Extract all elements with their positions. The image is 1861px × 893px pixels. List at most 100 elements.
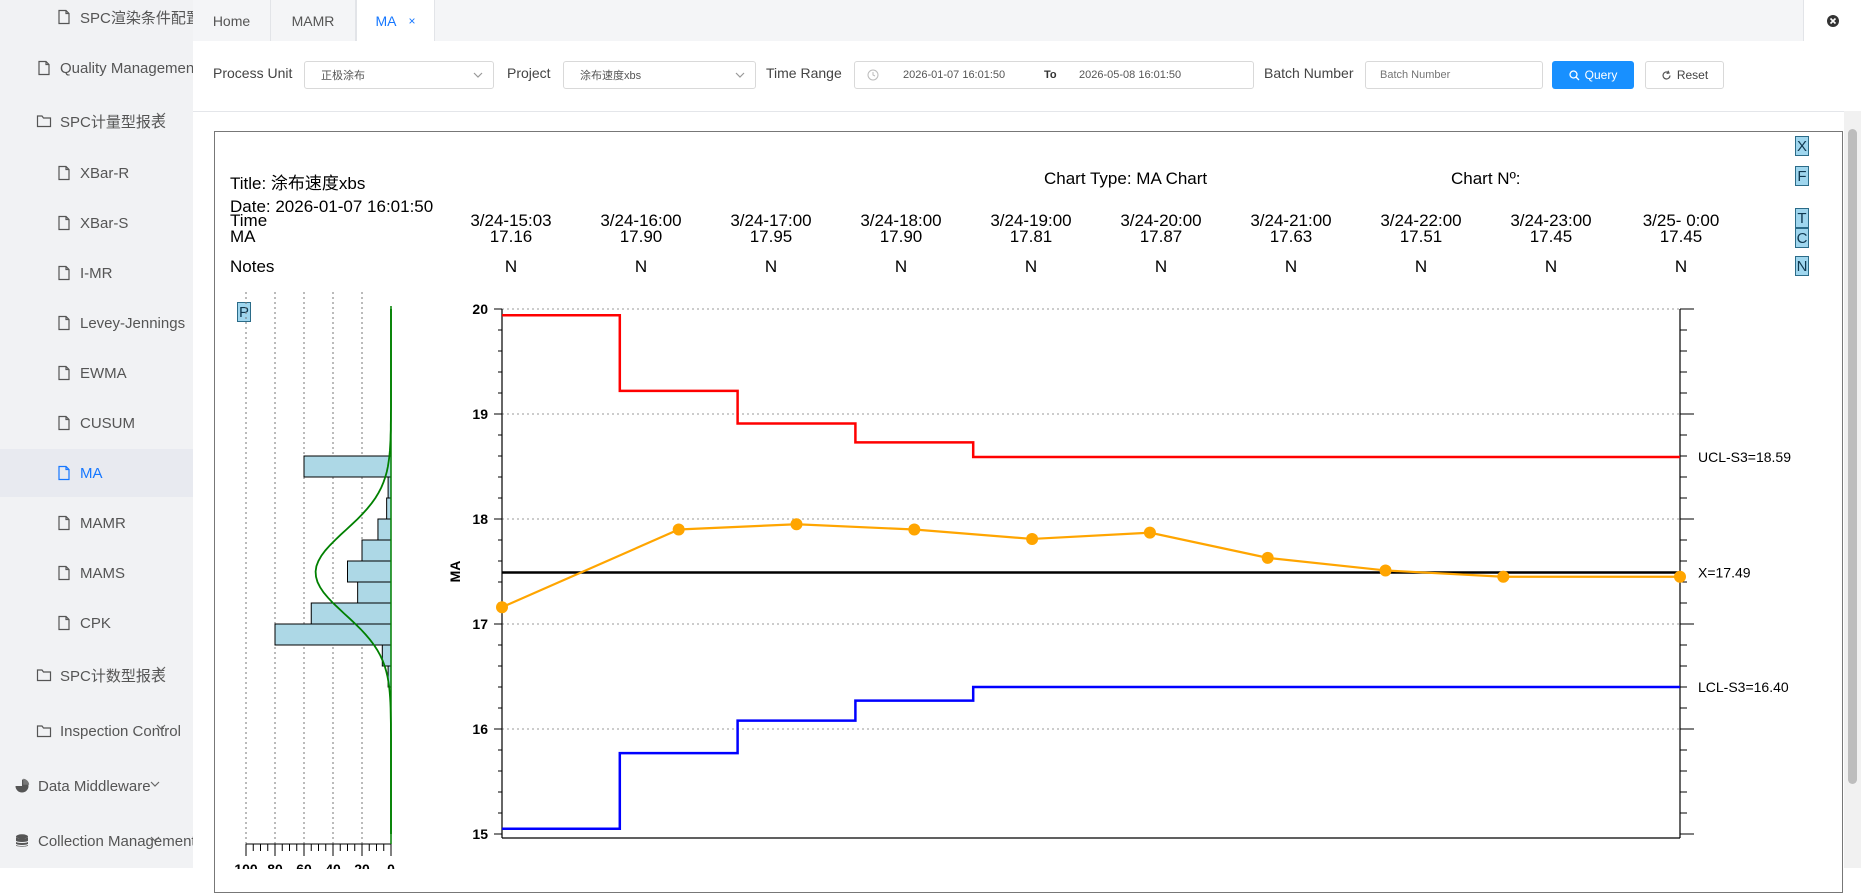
sidebar-item-collection-management[interactable]: Collection Management	[0, 817, 193, 865]
column-note-7: N	[1414, 257, 1428, 276]
column-time-0: 3/24-15:03	[470, 211, 552, 230]
file-icon	[58, 365, 70, 381]
folder-icon	[36, 725, 52, 738]
sidebar-item-label: CUSUM	[80, 414, 135, 432]
sidebar-item-xbar-r[interactable]: XBar-R	[0, 149, 193, 197]
sidebar-item-cpk[interactable]: CPK	[0, 599, 193, 647]
sidebar-item-spc[interactable]: SPC渲染条件配置	[0, 0, 193, 41]
sidebar-item-data-middleware[interactable]: Data Middleware	[0, 762, 193, 810]
column-time-7: 3/24-22:00	[1380, 211, 1462, 230]
column-ma-7: 17.51	[1399, 227, 1443, 246]
column-note-5: N	[1154, 257, 1168, 276]
sidebar-item-label: XBar-R	[80, 164, 130, 182]
sidebar: SPC渲染条件配置 Quality Management I SPC计量型报表 XBa…	[0, 0, 193, 868]
project-label: Project	[507, 65, 551, 81]
lcl-line	[502, 685, 1680, 830]
toggle-t-button[interactable]: T	[1795, 208, 1809, 228]
file-icon	[58, 215, 70, 231]
time-range-picker[interactable]: 2026-01-07 16:01:50 To 2026-05-08 16:01:…	[854, 61, 1254, 89]
scrollbar-thumb[interactable]	[1848, 129, 1857, 784]
column-note-1: N	[634, 257, 648, 276]
project-value: 涂布速度xbs	[580, 70, 642, 82]
file-icon	[58, 315, 70, 331]
chevron-down-icon	[150, 836, 160, 842]
time-start-value[interactable]: 2026-01-07 16:01:50	[903, 69, 1006, 81]
close-icon[interactable]: ×	[408, 14, 416, 28]
folder-icon	[36, 115, 52, 128]
tab-label: Home	[212, 12, 251, 29]
sidebar-item-label: Inspection Control	[60, 722, 181, 740]
file-icon	[58, 9, 70, 25]
reset-label: Reset	[1676, 68, 1709, 82]
tab-mamr[interactable]: MAMR	[271, 0, 356, 41]
toggle-f-button[interactable]: F	[1795, 166, 1809, 186]
limit-annotation: LCL-S3=16.40	[1698, 679, 1789, 695]
file-icon	[58, 415, 70, 431]
ucl-line	[502, 314, 1680, 459]
sidebar-item-mams[interactable]: MAMS	[0, 549, 193, 597]
search-icon	[1569, 69, 1580, 80]
histogram-x-tick-label: 80	[267, 861, 283, 869]
histogram-x-tick-label: 0	[387, 861, 395, 869]
limit-annotation: UCL-S3=18.59	[1698, 449, 1791, 465]
toggle-n-button[interactable]: N	[1795, 256, 1809, 276]
batch-number-input[interactable]	[1365, 61, 1543, 89]
query-button[interactable]: Query	[1552, 61, 1634, 89]
file-icon	[58, 565, 70, 581]
chevron-down-icon	[473, 72, 483, 78]
sidebar-item-ewma[interactable]: EWMA	[0, 349, 193, 397]
sidebar-item-cusum[interactable]: CUSUM	[0, 399, 193, 447]
histogram-x-tick-label: 40	[325, 861, 341, 869]
histogram-bar	[377, 518, 392, 541]
column-time-1: 3/24-16:00	[600, 211, 682, 230]
sidebar-item-spc[interactable]: SPC计数型报表	[0, 651, 193, 699]
ma-point	[496, 601, 508, 614]
column-note-2: N	[764, 257, 778, 276]
y-tick-label: 17	[472, 616, 488, 632]
tab-bar: Home MAMR MA ×	[193, 0, 1861, 42]
sidebar-item-inspection-control[interactable]: Inspection Control	[0, 707, 193, 755]
column-ma-3: 17.90	[879, 227, 923, 246]
sidebar-item-spc[interactable]: SPC计量型报表	[0, 97, 193, 145]
vertical-scrollbar[interactable]	[1844, 111, 1861, 868]
process-unit-value: 正极涂布	[321, 70, 365, 82]
notes-row-label: Notes	[230, 257, 275, 276]
ma-point	[1379, 564, 1392, 577]
file-icon	[38, 60, 50, 76]
sidebar-item-label: XBar-S	[80, 214, 129, 232]
tab-home[interactable]: Home	[193, 0, 271, 41]
toggle-c-button[interactable]: C	[1795, 228, 1809, 248]
p-toggle-button[interactable]: P	[237, 302, 251, 322]
sidebar-item-i-mr[interactable]: I-MR	[0, 249, 193, 297]
chevron-down-icon	[150, 781, 160, 787]
sidebar-item-label: MAMR	[80, 514, 126, 532]
column-time-2: 3/24-17:00	[730, 211, 812, 230]
sidebar-item-label: Levey-Jennings	[80, 314, 186, 332]
tab-label: MAMR	[291, 12, 335, 29]
tab-ma[interactable]: MA ×	[356, 0, 435, 42]
histogram-x-tick-label: 20	[354, 861, 370, 869]
close-all-tabs-button[interactable]	[1803, 0, 1861, 41]
toggle-x-button[interactable]: X	[1795, 136, 1809, 156]
time-end-value[interactable]: 2026-05-08 16:01:50	[1079, 69, 1182, 81]
reset-button[interactable]: Reset	[1645, 61, 1724, 89]
process-unit-select[interactable]: 正极涂布	[304, 61, 494, 89]
sidebar-item-quality-management-i[interactable]: Quality Management I	[0, 44, 193, 92]
sidebar-item-mamr[interactable]: MAMR	[0, 499, 193, 547]
reset-icon	[1662, 70, 1671, 79]
database-icon	[15, 834, 29, 847]
histogram-bar	[361, 539, 392, 562]
chart-type-label: Chart Type: MA Chart	[1044, 169, 1208, 188]
sidebar-item-label: EWMA	[80, 364, 127, 382]
project-select[interactable]: 涂布速度xbs	[563, 61, 756, 89]
sidebar-item-xbar-s[interactable]: XBar-S	[0, 199, 193, 247]
file-icon	[58, 465, 70, 481]
sidebar-item-ma[interactable]: MA	[0, 449, 193, 497]
folder-icon	[36, 669, 52, 682]
file-icon	[58, 515, 70, 531]
sidebar-item-levey-jennings[interactable]: Levey-Jennings	[0, 299, 193, 347]
ma-row-label: MA	[230, 227, 256, 246]
sidebar-item-label: SPC渲染条件配置	[80, 9, 193, 27]
report-title: Title: 涂布速度xbs	[230, 174, 366, 193]
ma-series-line	[501, 523, 1680, 609]
